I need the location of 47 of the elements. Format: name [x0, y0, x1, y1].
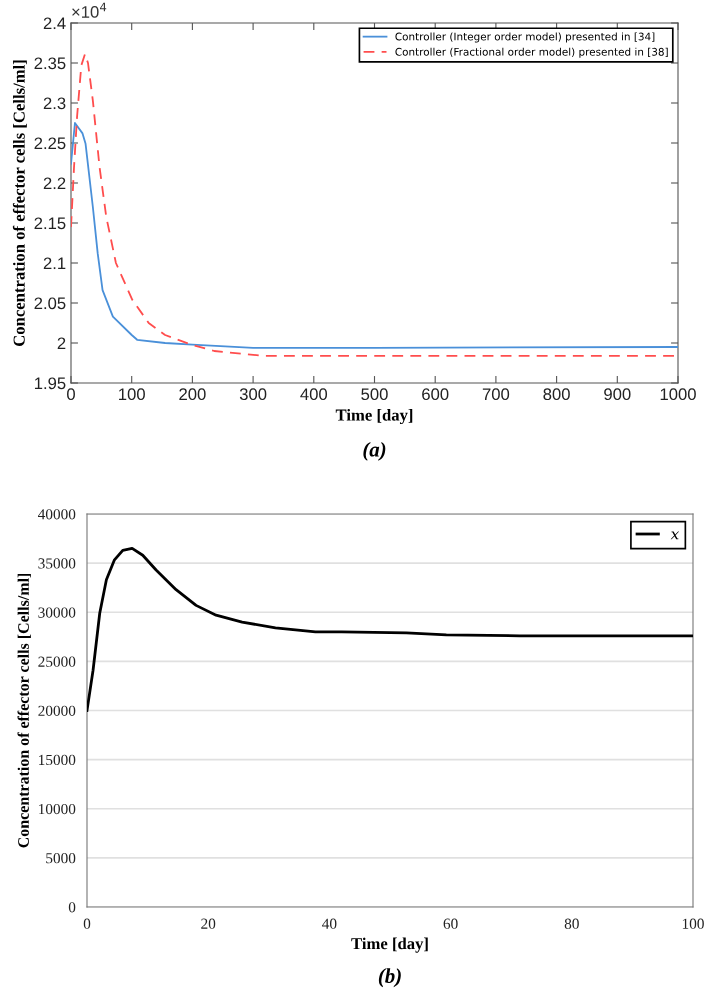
- line-series: [87, 547, 693, 712]
- y-tick-label: 2.05: [34, 297, 66, 310]
- x-axis-title: Time [day]: [335, 408, 413, 425]
- y-tick-label: 2.2: [43, 177, 66, 190]
- x-tick-label: 100: [119, 388, 145, 401]
- y-tick-label: 0: [68, 902, 76, 913]
- y-tick-label: 2.3: [43, 97, 66, 110]
- x-tick-label: 0: [83, 918, 91, 929]
- x-tick-label: 60: [443, 918, 458, 929]
- legend-label: x: [670, 531, 680, 540]
- x-axis-title: Time [day]: [351, 937, 428, 953]
- y-tick-label: 2.35: [34, 57, 66, 70]
- y-tick-label: 2: [57, 337, 66, 350]
- x-tick-label: 20: [201, 918, 216, 929]
- x-tick-label: 900: [604, 388, 631, 401]
- y-tick-label: 30000: [38, 607, 76, 618]
- x-tick-label: 80: [564, 918, 579, 929]
- y-tick-label: 2.1: [43, 257, 66, 270]
- legend-label: Controller (Fractional order model) presented in [38]: [395, 47, 668, 58]
- x-tick-label: 500: [361, 388, 388, 401]
- x-tick-label: 800: [543, 388, 570, 401]
- y-tick-label: 1.95: [34, 377, 66, 390]
- y-tick-label: 25000: [38, 656, 76, 667]
- y-axis-title: Concentration of effector cells [Cells/ml]: [17, 573, 31, 848]
- line-series: [71, 122, 678, 349]
- y-tick-label: 20000: [38, 705, 76, 716]
- x-tick-label: 40: [322, 918, 337, 929]
- x-tick-label: 700: [482, 388, 510, 401]
- x-tick-label: 300: [239, 388, 267, 401]
- x-tick-label: 600: [422, 388, 449, 401]
- y-tick-label: 10000: [39, 803, 76, 815]
- y-tick-label: 35000: [38, 558, 76, 569]
- y-axis-title: Concentration of effector cells [Cells/ml]: [12, 60, 27, 346]
- y-tick-label: 2.25: [34, 137, 66, 150]
- x-tick-label: 400: [300, 388, 328, 401]
- text: ×10$^{4}$: [72, 2, 107, 18]
- y-tick-label: 5000: [46, 853, 76, 864]
- y-tick-label: 15000: [39, 754, 76, 766]
- legend-label: Controller (Integer order model) presented in [34]: [395, 32, 655, 43]
- y-tick-label: 2.15: [34, 217, 66, 230]
- y-tick-label: 2.4: [43, 17, 66, 30]
- y-tick-label: 40000: [37, 509, 76, 520]
- text: (a): [363, 441, 386, 461]
- x-tick-label: 200: [179, 388, 206, 401]
- x-tick-label: 100: [682, 918, 704, 929]
- text: (b): [378, 968, 401, 988]
- x-tick-label: 1000: [660, 388, 696, 401]
